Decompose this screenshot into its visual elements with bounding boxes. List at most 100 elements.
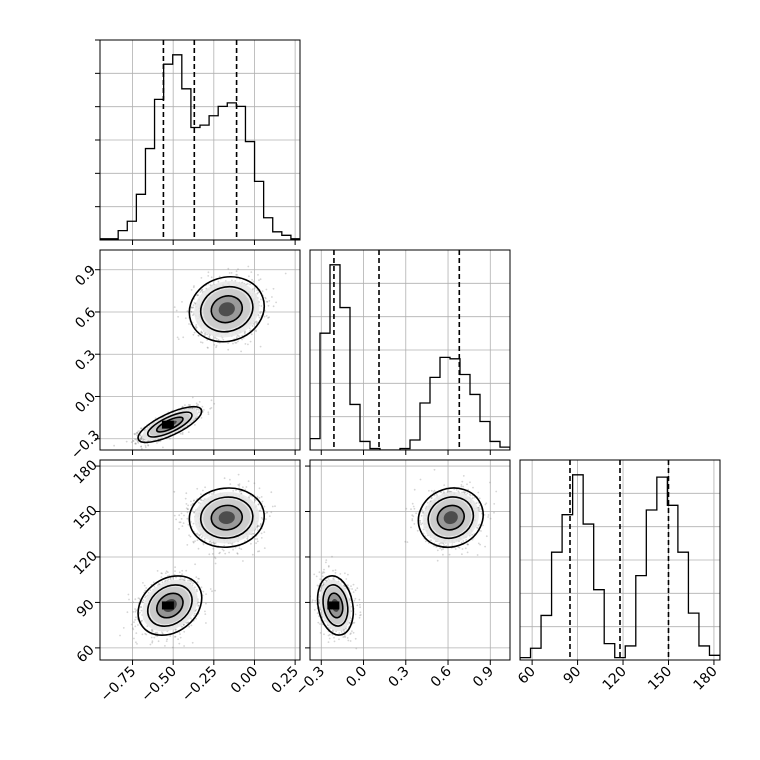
scatter-point — [258, 496, 261, 499]
scatter-point — [256, 289, 259, 292]
scatter-point — [160, 576, 163, 578]
scatter-point — [246, 283, 249, 285]
contour-1-1 — [199, 285, 254, 333]
scatter-point — [211, 553, 214, 555]
scatter-point — [207, 411, 210, 414]
scatter-point — [192, 304, 195, 306]
scatter-point — [134, 619, 137, 621]
scatter-point — [134, 442, 137, 445]
scatter-point — [248, 496, 250, 498]
scatter-point — [135, 431, 138, 434]
scatter-point — [181, 405, 184, 408]
scatter-point — [195, 324, 198, 326]
scatter-point — [128, 598, 130, 601]
scatter-point — [175, 628, 177, 631]
scatter-point — [187, 403, 190, 406]
scatter-point — [248, 275, 250, 278]
scatter-point — [192, 582, 195, 585]
scatter-point — [197, 601, 200, 604]
scatter-point — [145, 633, 148, 636]
scatter-point — [257, 274, 259, 276]
scatter-point — [174, 636, 176, 638]
scatter-point — [272, 305, 275, 308]
scatter-point — [260, 496, 263, 498]
scatter-point — [196, 415, 199, 418]
scatter-point — [188, 323, 190, 325]
scatter-point — [197, 547, 200, 550]
scatter-point — [192, 333, 195, 336]
contour-0-1 — [146, 411, 193, 438]
scatter-point — [134, 442, 137, 445]
scatter-point — [181, 626, 184, 628]
scatter-point — [179, 636, 182, 639]
scatter-point — [215, 346, 218, 349]
scatter-point — [197, 605, 200, 607]
scatter-point — [181, 578, 184, 581]
scatter-point — [208, 492, 211, 495]
scatter-point — [137, 442, 140, 444]
scatter-point — [213, 402, 216, 405]
scatter-point — [204, 333, 207, 336]
scatter-point — [193, 301, 196, 304]
scatter-point — [137, 624, 139, 626]
scatter-point — [195, 408, 198, 411]
scatter-point — [223, 544, 226, 547]
scatter-point — [197, 411, 200, 414]
scatter-point — [113, 444, 115, 447]
scatter-point — [209, 407, 212, 410]
scatter-point — [204, 613, 207, 615]
scatter-point — [254, 329, 257, 331]
panel-hist-0-content — [100, 40, 300, 240]
scatter-point — [122, 627, 125, 629]
scatter-point — [208, 335, 211, 338]
scatter-point — [142, 439, 144, 442]
scatter-point — [255, 330, 257, 333]
scatter-point — [259, 345, 262, 348]
scatter-point — [156, 442, 158, 444]
scatter-point — [190, 289, 193, 291]
panel-hist-1-content — [310, 250, 510, 450]
scatter-point — [190, 580, 193, 583]
density-fill-1-3 — [218, 302, 235, 317]
scatter-point — [242, 486, 244, 489]
scatter-point — [275, 301, 277, 304]
scatter-point — [256, 321, 259, 324]
scatter-point — [266, 512, 268, 514]
scatter-point — [133, 621, 135, 624]
scatter-point — [181, 301, 183, 303]
scatter-point — [149, 643, 152, 646]
scatter-point — [263, 547, 266, 549]
scatter-point — [238, 335, 240, 338]
scatter-point — [251, 532, 254, 535]
scatter-point — [151, 640, 154, 643]
scatter-point — [256, 526, 258, 529]
scatter-point — [135, 616, 137, 619]
scatter-point — [190, 310, 193, 313]
scatter-point — [178, 528, 180, 530]
scatter-point — [145, 587, 148, 589]
scatter-point — [236, 552, 239, 555]
scatter-point — [169, 578, 172, 581]
scatter-point — [237, 268, 239, 270]
scatter-point — [263, 315, 266, 318]
scatter-point — [258, 279, 260, 282]
scatter-point — [249, 283, 252, 286]
scatter-point — [232, 548, 235, 551]
scatter-point — [210, 276, 213, 279]
scatter-point — [168, 574, 171, 577]
scatter-point — [137, 597, 140, 599]
scatter-point — [260, 298, 262, 301]
scatter-point — [193, 285, 195, 287]
scatter-point — [197, 577, 200, 580]
scatter-point — [144, 444, 147, 447]
scatter-point — [200, 289, 203, 292]
scatter-point — [200, 331, 203, 334]
scatter-point — [192, 306, 195, 309]
scatter-point — [237, 340, 239, 343]
scatter-point — [257, 529, 259, 531]
scatter-point — [138, 611, 141, 614]
scatter-point — [151, 629, 154, 631]
scatter-point — [175, 518, 178, 521]
scatter-point — [207, 275, 210, 277]
scatter-point — [172, 576, 175, 579]
